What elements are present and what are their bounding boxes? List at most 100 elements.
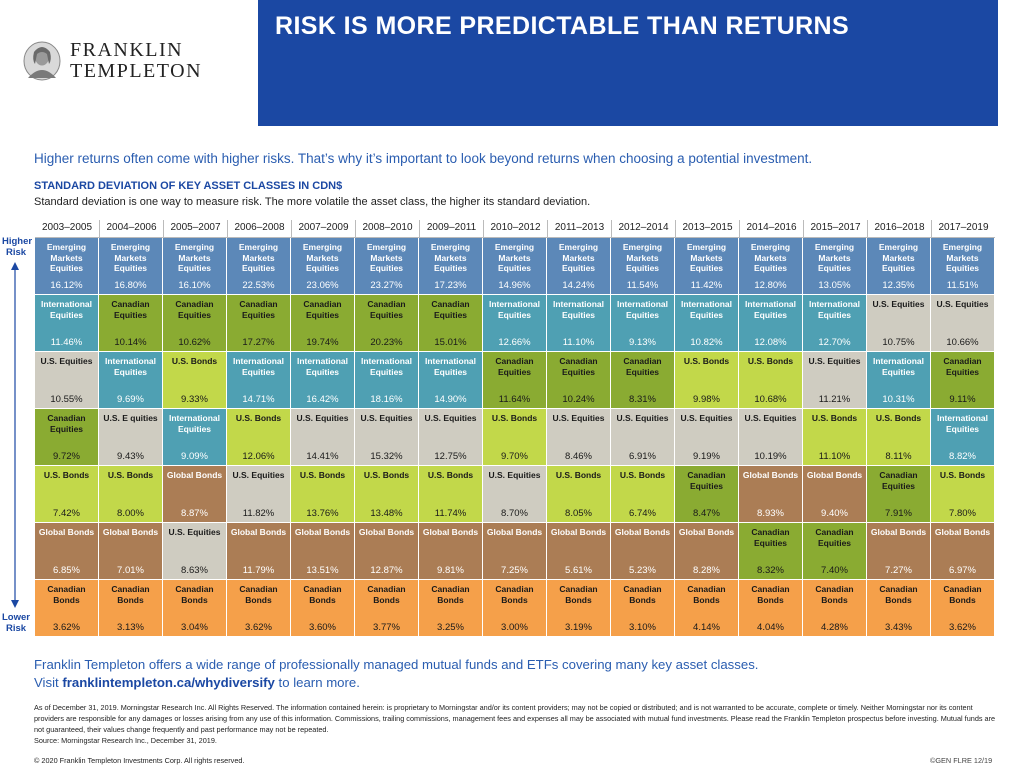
higher-risk-label: Higher Risk [2, 236, 33, 258]
visit-suffix: to learn more. [274, 675, 360, 690]
std-dev-value: 16.42% [306, 394, 339, 405]
asset-cell: U.S. Bonds 11.74% [419, 466, 483, 523]
brand-wordmark: FRANKLIN TEMPLETON [70, 40, 202, 82]
asset-name: Canadian Equities [751, 527, 790, 548]
std-dev-value: 12.70% [818, 337, 851, 348]
asset-cell: Emerging Markets Equities 14.96% [483, 238, 547, 295]
std-dev-value: 4.28% [821, 622, 848, 633]
asset-cell: Canadian Bonds 3.77% [355, 580, 419, 637]
asset-cell: Canadian Equities 9.11% [931, 352, 995, 409]
asset-cell: U.S. Bonds 7.80% [931, 466, 995, 523]
asset-cell: U.S. Bonds 8.11% [867, 409, 931, 466]
visit-prefix: Visit [34, 675, 63, 690]
asset-name: International Equities [616, 299, 668, 320]
asset-cell: Canadian Equities 15.01% [419, 295, 483, 352]
asset-cell: Canadian Bonds 3.62% [35, 580, 99, 637]
period-header: 2016–2018 [867, 220, 931, 237]
asset-cell: U.S. Equities 11.21% [803, 352, 867, 409]
asset-cell: Canadian Equities 19.74% [291, 295, 355, 352]
std-dev-value: 3.04% [181, 622, 208, 633]
std-dev-value: 7.01% [117, 565, 144, 576]
asset-cell: U.S. Equities 8.70% [483, 466, 547, 523]
asset-cell: U.S. Equities 6.91% [611, 409, 675, 466]
promo-line-1: Franklin Templeton offers a wide range o… [34, 657, 759, 672]
std-dev-value: 12.87% [370, 565, 403, 576]
asset-name: U.S. Equities [680, 413, 733, 423]
std-dev-value: 11.51% [946, 280, 979, 291]
std-dev-value: 13.76% [306, 508, 339, 519]
std-dev-value: 10.68% [754, 394, 787, 405]
asset-cell: Canadian Equities 10.62% [163, 295, 227, 352]
asset-name: International Equities [360, 356, 412, 377]
std-dev-value: 8.11% [885, 451, 912, 462]
std-dev-value: 17.23% [434, 280, 467, 291]
asset-cell: International Equities 9.09% [163, 409, 227, 466]
asset-cell: U.S. Equities 15.32% [355, 409, 419, 466]
title-banner: RISK IS MORE PREDICTABLE THAN RETURNS [258, 0, 998, 126]
period-column: Emerging Markets Equities 17.23% Canadian … [419, 238, 483, 637]
asset-cell: International Equities 12.08% [739, 295, 803, 352]
asset-cell: U.S. Bonds 12.06% [227, 409, 291, 466]
period-column: Emerging Markets Equities 16.80% Canadian … [99, 238, 163, 637]
period-header: 2015–2017 [803, 220, 867, 237]
asset-cell: Emerging Markets Equities 16.10% [163, 238, 227, 295]
asset-name: International Equities [872, 356, 924, 377]
asset-name: Canadian Bonds [495, 584, 534, 605]
asset-name: Canadian Equities [559, 356, 598, 377]
asset-cell: Emerging Markets Equities 11.54% [611, 238, 675, 295]
std-dev-value: 15.01% [434, 337, 467, 348]
asset-name: International Equities [552, 299, 604, 320]
asset-cell: Emerging Markets Equities 14.24% [547, 238, 611, 295]
asset-cell: International Equities 14.71% [227, 352, 291, 409]
asset-name: U.S. Bonds [747, 356, 794, 366]
std-dev-value: 12.35% [882, 280, 915, 291]
asset-cell: Canadian Bonds 4.14% [675, 580, 739, 637]
std-dev-value: 8.93% [757, 508, 784, 519]
asset-name: International Equities [936, 413, 988, 434]
asset-cell: International Equities 12.66% [483, 295, 547, 352]
asset-cell: International Equities 8.82% [931, 409, 995, 466]
asset-name: Canadian Equities [175, 299, 214, 320]
asset-name: U.S. Bonds [555, 470, 602, 480]
std-dev-value: 3.62% [53, 622, 80, 633]
disclaimer: As of December 31, 2019. Morningstar Res… [34, 702, 999, 746]
std-dev-value: 18.16% [370, 394, 403, 405]
std-dev-value: 23.27% [370, 280, 403, 291]
asset-cell: Global Bonds 6.97% [931, 523, 995, 580]
intro-text: Higher returns often come with higher ri… [34, 151, 813, 166]
asset-name: Emerging Markets Equities [750, 242, 791, 273]
asset-name: Canadian Bonds [111, 584, 150, 605]
asset-name: Canadian Bonds [751, 584, 790, 605]
asset-name: U.S. Bonds [299, 470, 346, 480]
brand-line-2: TEMPLETON [70, 60, 203, 82]
whydiversify-link[interactable]: franklintempleton.ca/whydiversify [62, 675, 275, 690]
asset-cell: Emerging Markets Equities 12.35% [867, 238, 931, 295]
asset-name: U.S. Bonds [875, 413, 922, 423]
asset-cell: Global Bonds 9.40% [803, 466, 867, 523]
asset-cell: U.S. E quities 9.43% [99, 409, 163, 466]
std-dev-value: 9.98% [693, 394, 720, 405]
std-dev-value: 12.80% [754, 280, 787, 291]
asset-cell: Global Bonds 7.01% [99, 523, 163, 580]
asset-cell: Emerging Markets Equities 11.51% [931, 238, 995, 295]
std-dev-value: 10.19% [754, 451, 787, 462]
asset-name: U.S. Bonds [939, 470, 986, 480]
asset-cell: Canadian Bonds 3.04% [163, 580, 227, 637]
asset-name: Global Bonds [870, 527, 927, 537]
document-code: ©GEN FLRE 12/19 [930, 756, 993, 765]
asset-name: U.S. Bonds [171, 356, 218, 366]
source-note: Source: Morningstar Research Inc., Decem… [34, 736, 217, 745]
asset-name: International Equities [168, 413, 220, 434]
std-dev-value: 8.00% [117, 508, 144, 519]
std-dev-value: 13.51% [306, 565, 339, 576]
asset-cell: Global Bonds 12.87% [355, 523, 419, 580]
std-dev-value: 7.80% [949, 508, 976, 519]
period-column: Emerging Markets Equities 23.27% Canadian … [355, 238, 419, 637]
brand-line-1: FRANKLIN [70, 39, 184, 61]
std-dev-value: 11.21% [818, 394, 851, 405]
asset-cell: Canadian Bonds 3.62% [931, 580, 995, 637]
asset-cell: Emerging Markets Equities 17.23% [419, 238, 483, 295]
section-heading: STANDARD DEVIATION OF KEY ASSET CLASSES … [34, 180, 343, 192]
asset-name: Global Bonds [166, 470, 223, 480]
period-header: 2004–2006 [99, 220, 163, 237]
